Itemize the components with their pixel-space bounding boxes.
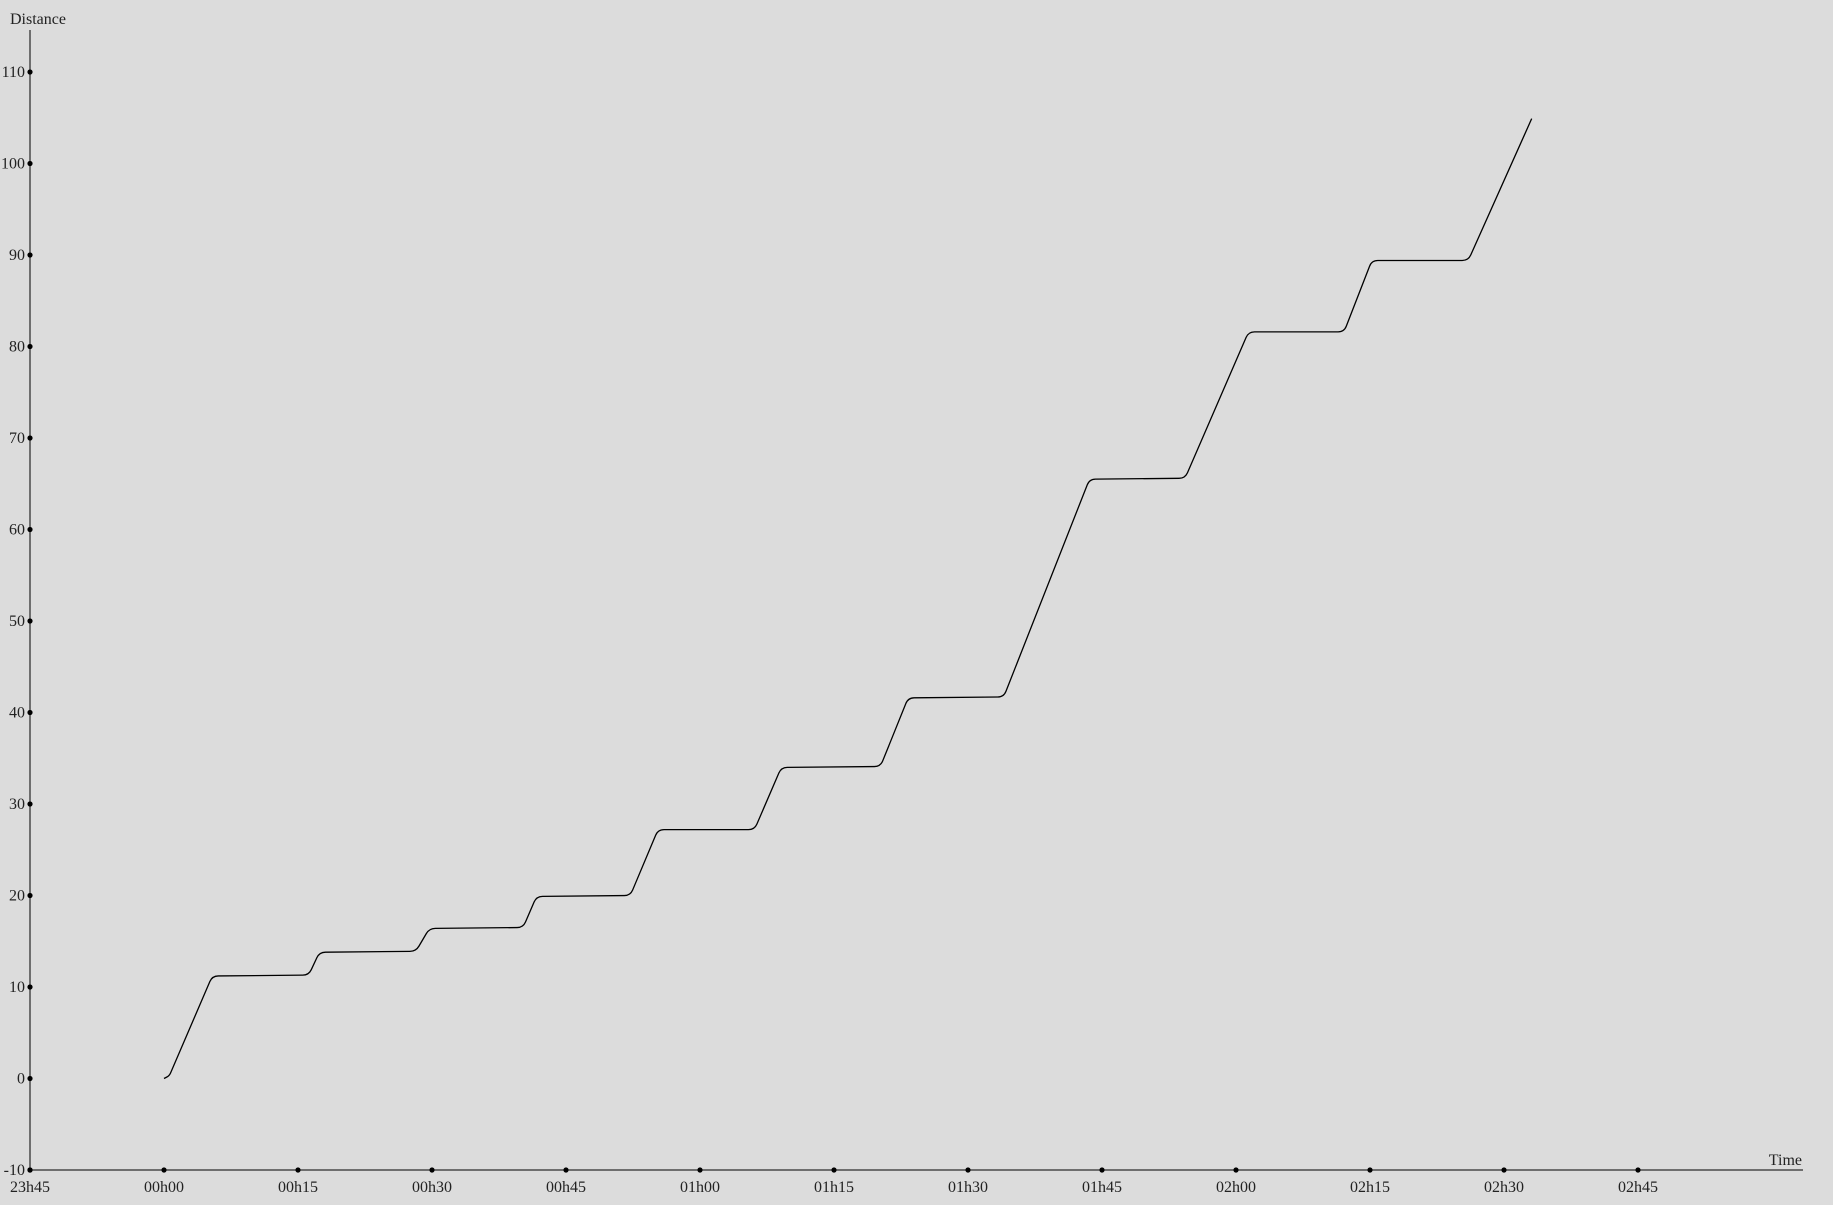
y-tick-mark	[27, 618, 32, 623]
y-tick-mark	[27, 435, 32, 440]
y-tick-label: 10	[9, 979, 25, 996]
y-tick-label: 110	[2, 64, 25, 81]
y-tick-mark	[27, 893, 32, 898]
x-tick-label: 23h45	[10, 1179, 50, 1196]
x-tick-label: 01h00	[680, 1179, 720, 1196]
x-tick-mark	[831, 1167, 836, 1172]
x-tick-mark	[429, 1167, 434, 1172]
y-tick-label: 30	[9, 796, 25, 813]
x-tick-label: 02h15	[1350, 1179, 1390, 1196]
x-tick-mark	[27, 1167, 32, 1172]
y-tick-mark	[27, 527, 32, 532]
y-tick-label: -10	[4, 1162, 25, 1179]
y-tick-mark	[27, 801, 32, 806]
y-tick-label: 50	[9, 613, 25, 630]
x-tick-mark	[161, 1167, 166, 1172]
x-tick-label: 00h00	[144, 1179, 184, 1196]
x-tick-mark	[697, 1167, 702, 1172]
x-axis-label: Time	[1769, 1152, 1802, 1169]
x-tick-label: 00h15	[278, 1179, 318, 1196]
y-tick-mark	[27, 984, 32, 989]
y-tick-label: 40	[9, 705, 25, 722]
y-tick-label: 80	[9, 339, 25, 356]
y-tick-label: 60	[9, 522, 25, 539]
x-tick-mark	[1501, 1167, 1506, 1172]
x-tick-label: 01h30	[948, 1179, 988, 1196]
x-tick-label: 02h45	[1618, 1179, 1658, 1196]
y-tick-mark	[27, 710, 32, 715]
x-tick-mark	[1367, 1167, 1372, 1172]
x-tick-mark	[563, 1167, 568, 1172]
y-tick-mark	[27, 161, 32, 166]
y-tick-label: 90	[9, 247, 25, 264]
y-tick-label: 20	[9, 888, 25, 905]
x-tick-label: 02h00	[1216, 1179, 1256, 1196]
y-tick-label: 0	[17, 1071, 25, 1088]
y-tick-label: 70	[9, 430, 25, 447]
x-tick-label: 00h30	[412, 1179, 452, 1196]
x-tick-mark	[1099, 1167, 1104, 1172]
y-tick-mark	[27, 344, 32, 349]
x-tick-mark	[1233, 1167, 1238, 1172]
x-tick-mark	[965, 1167, 970, 1172]
x-tick-mark	[295, 1167, 300, 1172]
y-tick-label: 100	[1, 156, 25, 173]
x-tick-label: 01h15	[814, 1179, 854, 1196]
x-tick-mark	[1635, 1167, 1640, 1172]
y-tick-mark	[27, 69, 32, 74]
x-tick-label: 01h45	[1082, 1179, 1122, 1196]
x-tick-label: 02h30	[1484, 1179, 1524, 1196]
y-tick-mark	[27, 252, 32, 257]
y-axis-label: Distance	[10, 11, 66, 28]
x-tick-label: 00h45	[546, 1179, 586, 1196]
y-tick-mark	[27, 1076, 32, 1081]
